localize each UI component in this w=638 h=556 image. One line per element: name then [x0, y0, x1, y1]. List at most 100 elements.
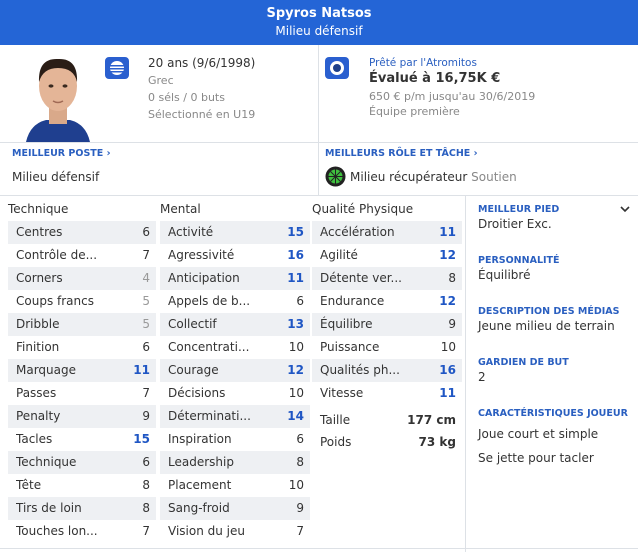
club-badge	[325, 57, 349, 79]
attribute-name: Touches lon...	[16, 524, 98, 538]
attribute-value: 14	[287, 409, 304, 423]
caps: 0 séls / 0 buts	[148, 91, 225, 104]
best-position-label[interactable]: MEILLEUR POSTE	[12, 148, 104, 159]
trait: Se jette pour tacler	[478, 451, 594, 465]
best-position: Milieu défensif	[12, 170, 100, 184]
attribute-row	[8, 221, 156, 244]
attribute-value: 11	[439, 386, 456, 400]
attribute-name: Coups francs	[16, 294, 94, 308]
attribute-value: 10	[288, 386, 304, 400]
attribute-value: 15	[287, 225, 304, 239]
attribute-value: 5	[142, 294, 150, 308]
selection: Sélectionné en U19	[148, 108, 256, 121]
attribute-name: Décisions	[168, 386, 226, 400]
best-role-title[interactable]: MEILLEURS RÔLE ET TÂCHE ›	[325, 148, 478, 159]
attribute-name: Qualités ph...	[320, 363, 400, 377]
attribute-name: Tête	[16, 478, 42, 492]
player-name: Spyros Natsos	[266, 6, 372, 21]
attribute-value: 12	[439, 248, 456, 262]
attribute-group-title: Technique	[8, 202, 69, 216]
attribute-value: 11	[133, 363, 150, 377]
attribute-name: Placement	[168, 478, 232, 492]
attribute-name: Dribble	[16, 317, 60, 331]
side-title: MEILLEUR PIED	[478, 204, 560, 215]
attribute-value: 6	[296, 294, 304, 308]
attribute-name: Détente ver...	[320, 271, 402, 285]
best-role: Milieu récupérateur Soutien	[350, 169, 517, 185]
attribute-value: 8	[296, 455, 304, 469]
attribute-value: 10	[288, 478, 304, 492]
attribute-value: 8	[142, 501, 150, 515]
attribute-row	[160, 497, 310, 520]
attribute-value: 10	[440, 340, 456, 354]
attribute-row	[8, 267, 156, 290]
attribute-value: 15	[133, 432, 150, 446]
attribute-row	[8, 497, 156, 520]
attribute-value: 9	[296, 501, 304, 515]
attribute-value: 9	[142, 409, 150, 423]
age: 20 ans (9/6/1998)	[148, 56, 256, 70]
attribute-row	[160, 221, 310, 244]
attribute-value: 8	[142, 478, 150, 492]
attribute-value: 8	[448, 271, 456, 285]
attribute-value: 11	[287, 271, 304, 285]
nationality-flag	[105, 57, 129, 79]
nationality: Grec	[148, 74, 174, 87]
attribute-row	[8, 451, 156, 474]
expand-chevron[interactable]	[619, 203, 631, 215]
attribute-name: Vitesse	[320, 386, 364, 400]
attribute-name: Concentrati...	[168, 340, 250, 354]
attribute-name: Puissance	[320, 340, 380, 354]
wage: 650 € p/m jusqu'au 30/6/2019	[369, 90, 536, 103]
attribute-row	[8, 405, 156, 428]
attribute-value: 16	[439, 363, 456, 377]
duty: Soutien	[471, 170, 517, 184]
physique-name: Taille	[320, 413, 351, 427]
attribute-name: Technique	[16, 455, 77, 469]
side-title: DESCRIPTION DES MÉDIAS	[478, 306, 620, 317]
side-title: CARACTÉRISTIQUES JOUEUR	[478, 408, 628, 419]
attribute-name: Vision du jeu	[168, 524, 245, 538]
attribute-row	[8, 359, 156, 382]
attribute-value: 5	[142, 317, 150, 331]
squad: Équipe première	[369, 105, 460, 118]
attribute-row	[312, 313, 462, 336]
attribute-value: 12	[287, 363, 304, 377]
attribute-name: Accélération	[320, 225, 395, 239]
physique-name: Poids	[320, 435, 352, 449]
role: Milieu récupérateur	[350, 170, 468, 184]
attribute-value: 16	[287, 248, 304, 262]
attribute-group-title: Mental	[160, 202, 201, 216]
physique-value: 73 kg	[418, 435, 456, 449]
attribute-name: Contrôle de...	[16, 248, 98, 262]
best-position-title[interactable]: MEILLEUR POSTE ›	[12, 148, 111, 159]
attribute-row	[160, 359, 310, 382]
player-photo	[26, 58, 90, 142]
attribute-value: 6	[142, 340, 150, 354]
attribute-name: Agressivité	[168, 248, 235, 262]
side-value: Équilibré	[478, 268, 531, 282]
loan-link[interactable]: Prêté par l'Atromitos	[369, 57, 477, 69]
divider	[0, 142, 638, 143]
best-role-label[interactable]: MEILLEURS RÔLE ET TÂCHE	[325, 148, 471, 159]
divider	[318, 45, 319, 195]
attribute-name: Passes	[16, 386, 57, 400]
attribute-value: 13	[287, 317, 304, 331]
attribute-value: 7	[142, 248, 150, 262]
side-title: GARDIEN DE BUT	[478, 357, 569, 368]
attribute-name: Équilibre	[320, 317, 373, 331]
attribute-name: Tirs de loin	[16, 501, 82, 515]
attribute-name: Tacles	[16, 432, 53, 446]
attribute-row	[160, 267, 310, 290]
attribute-name: Anticipation	[168, 271, 240, 285]
attribute-value: 4	[142, 271, 150, 285]
header-bar	[0, 0, 638, 45]
attribute-row	[312, 359, 462, 382]
attribute-name: Inspiration	[168, 432, 232, 446]
attribute-name: Leadership	[168, 455, 234, 469]
physique-value: 177 cm	[407, 413, 456, 427]
attribute-value: 6	[142, 455, 150, 469]
attribute-name: Courage	[168, 363, 219, 377]
attribute-value: 9	[448, 317, 456, 331]
